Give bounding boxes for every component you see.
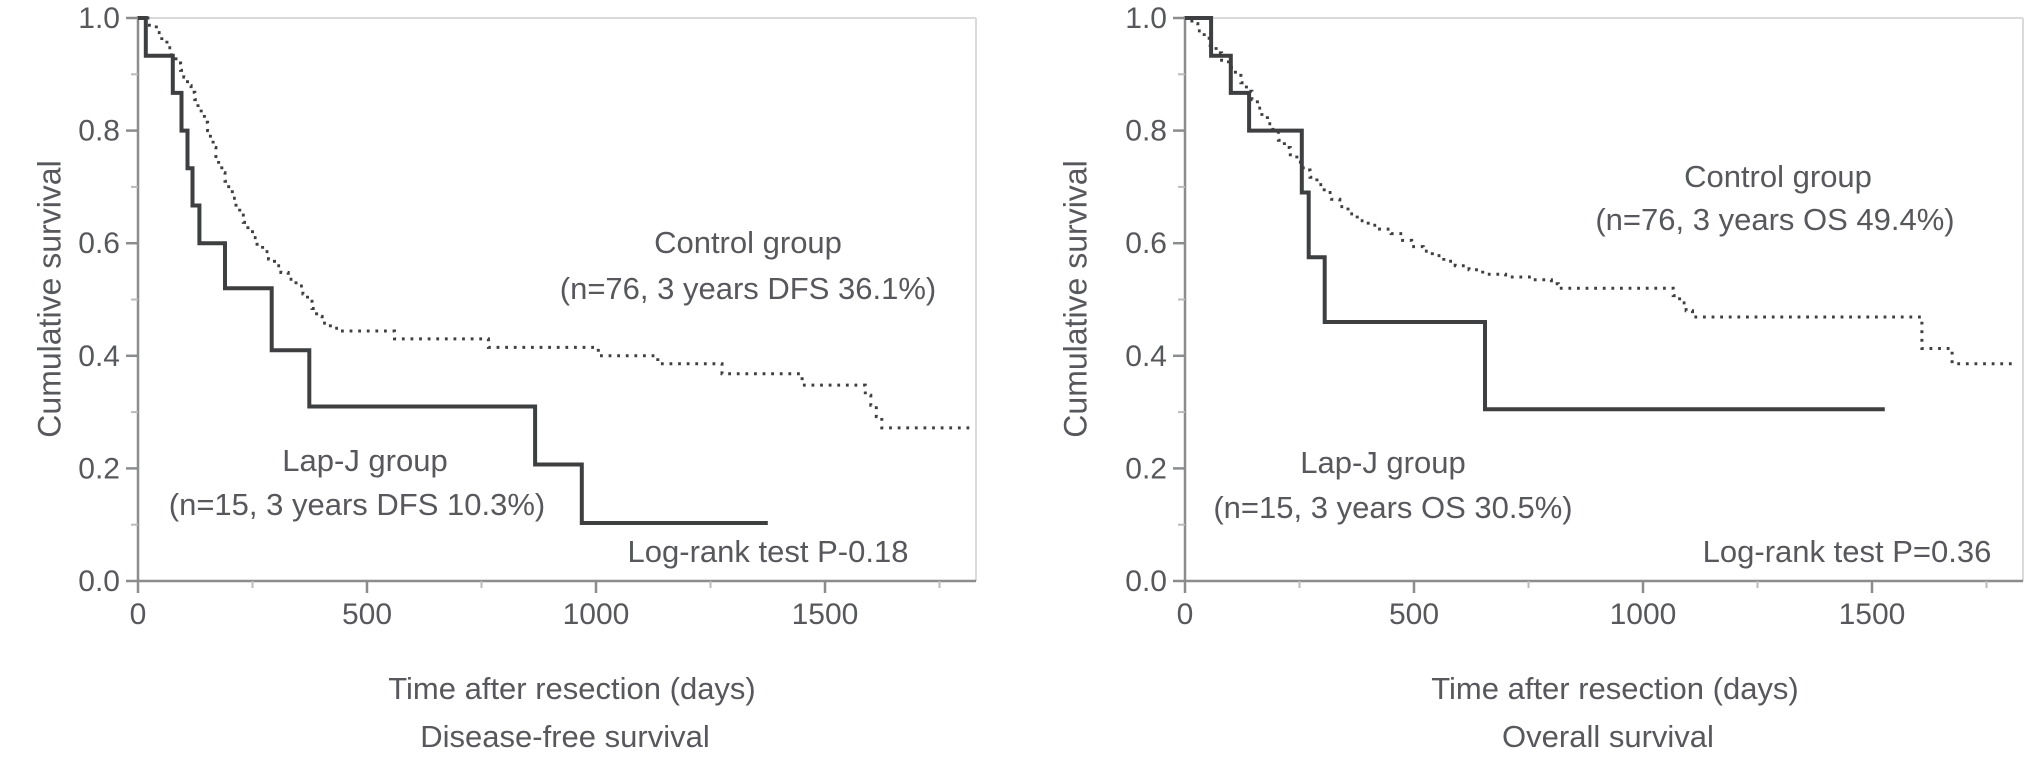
x-axis-label: Time after resection (days) [388, 670, 756, 706]
logrank-p-value: Log-rank test P-0.18 [627, 533, 909, 569]
x-tick-label: 500 [1389, 598, 1439, 631]
y-tick-label: 0.0 [78, 565, 120, 598]
chart-disease-free-survival: 0.0 0.2 0.4 0.6 0.8 1.0 0 500 1000 1500 Cumulativ… [0, 0, 1015, 757]
y-tick-label: 0.8 [1125, 115, 1167, 148]
y-tick-label: 0.4 [78, 340, 120, 373]
y-tick-label: 0.2 [78, 452, 120, 485]
lapj-group-label: Lap-J group [282, 442, 448, 478]
y-tick-label: 0.2 [1125, 452, 1167, 485]
km-curve-lapj-group [138, 16, 768, 525]
chart-caption: Overall survival [1502, 718, 1714, 754]
km-curve-lapj-group [1185, 16, 1885, 412]
logrank-p-value: Log-rank test P=0.36 [1702, 533, 1992, 569]
control-group-label: Control group [654, 224, 842, 260]
y-tick-label: 0.4 [1125, 340, 1167, 373]
control-group-stats: (n=76, 3 years OS 49.4%) [1595, 201, 1955, 237]
x-axis-label: Time after resection (days) [1431, 670, 1799, 706]
y-tick-label: 1.0 [1125, 2, 1167, 35]
y-axis-label: Cumulative survival [1057, 160, 1094, 438]
x-tick-label: 0 [1177, 598, 1194, 631]
km-plot-dfs: 0.0 0.2 0.4 0.6 0.8 1.0 0 500 1000 1500 [78, 2, 977, 631]
y-tick-label: 0.6 [78, 227, 120, 260]
y-tick-label: 0.8 [78, 115, 120, 148]
x-tick-label: 500 [342, 598, 392, 631]
y-tick-label: 0.6 [1125, 227, 1167, 260]
y-axis-label: Cumulative survival [31, 160, 68, 438]
y-tick-label: 1.0 [78, 2, 120, 35]
chart-overall-survival: 0.0 0.2 0.4 0.6 0.8 1.0 0 500 1000 1500 Cumulativ… [1016, 0, 2031, 757]
lapj-group-label: Lap-J group [1300, 444, 1466, 480]
km-curve-control-group [138, 16, 972, 430]
control-group-stats: (n=76, 3 years DFS 36.1%) [559, 270, 937, 306]
chart-caption: Disease-free survival [420, 718, 710, 754]
x-tick-label: 1500 [792, 598, 859, 631]
y-tick-label: 0.0 [1125, 565, 1167, 598]
x-tick-label: 1500 [1839, 598, 1906, 631]
control-group-label: Control group [1684, 158, 1872, 194]
lapj-group-stats: (n=15, 3 years DFS 10.3%) [168, 486, 546, 522]
x-tick-label: 1000 [1610, 598, 1677, 631]
x-tick-label: 1000 [563, 598, 630, 631]
x-tick-label: 0 [130, 598, 147, 631]
lapj-group-stats: (n=15, 3 years OS 30.5%) [1213, 489, 1573, 525]
km-plot-os: 0.0 0.2 0.4 0.6 0.8 1.0 0 500 1000 1500 [1125, 2, 2024, 631]
